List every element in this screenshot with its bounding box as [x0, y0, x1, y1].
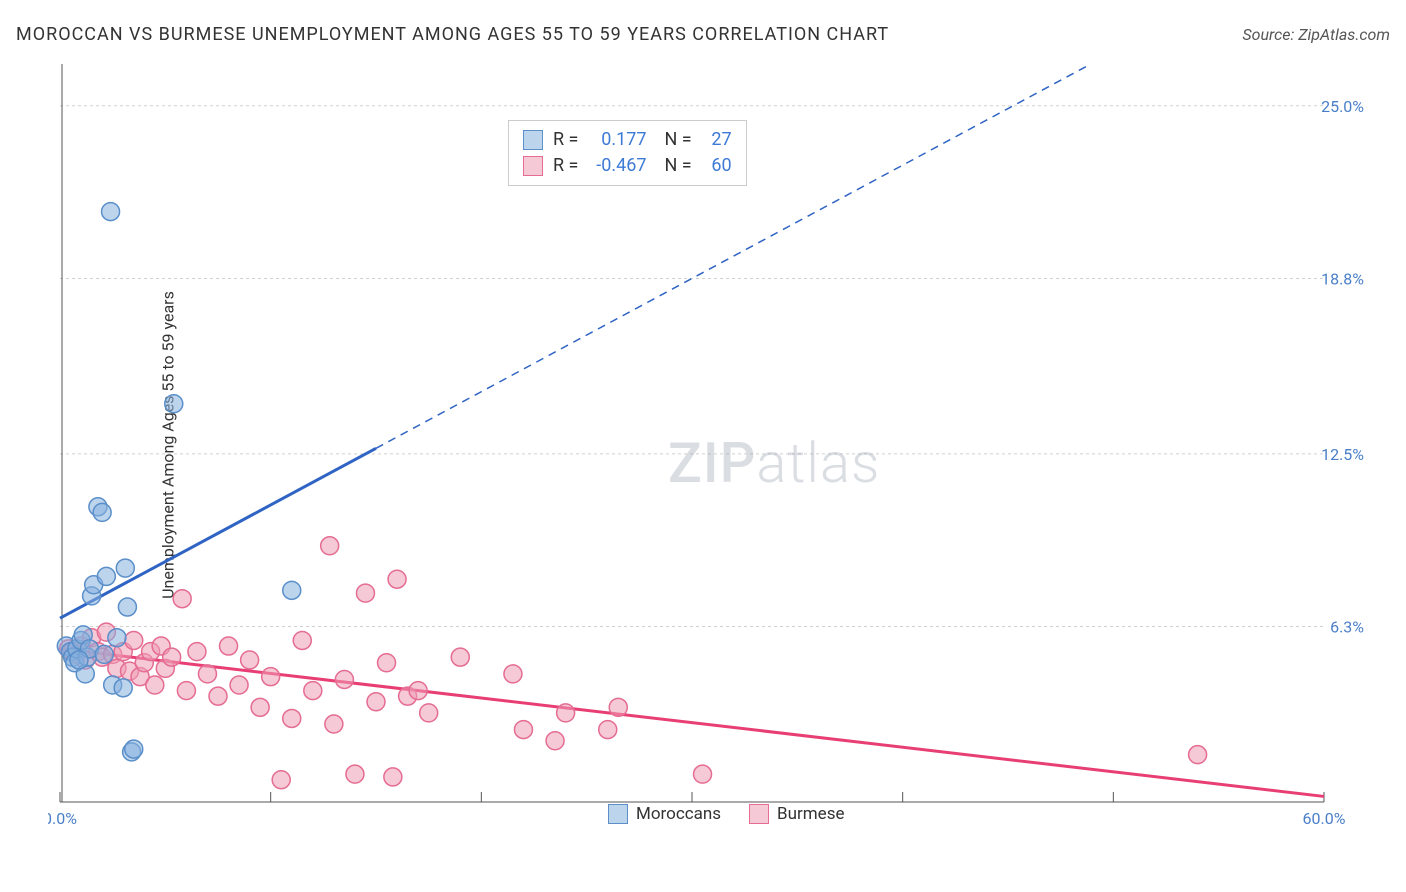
- source-credit: Source: ZipAtlas.com: [1242, 25, 1390, 44]
- legend-item-burmese: Burmese: [749, 804, 844, 824]
- svg-text:0.0%: 0.0%: [48, 809, 77, 828]
- svg-text:18.8%: 18.8%: [1321, 269, 1364, 288]
- swatch-moroccans: [523, 130, 543, 150]
- svg-text:25.0%: 25.0%: [1321, 97, 1364, 116]
- series-legend: Moroccans Burmese: [608, 804, 844, 824]
- svg-text:12.5%: 12.5%: [1321, 445, 1364, 464]
- svg-text:60.0%: 60.0%: [1303, 809, 1346, 828]
- legend-item-moroccans: Moroccans: [608, 804, 721, 824]
- stats-row-moroccans: R = 0.177 N = 27: [523, 127, 732, 153]
- swatch-moroccans-icon: [608, 804, 628, 824]
- correlation-stats-box: R = 0.177 N = 27 R = -0.467 N = 60: [508, 120, 747, 186]
- stats-row-burmese: R = -0.467 N = 60: [523, 153, 732, 179]
- svg-text:6.3%: 6.3%: [1330, 618, 1364, 637]
- swatch-burmese-icon: [749, 804, 769, 824]
- chart-title: MOROCCAN VS BURMESE UNEMPLOYMENT AMONG A…: [16, 24, 889, 45]
- scatter-chart: Unemployment Among Ages 55 to 59 years 6…: [48, 60, 1368, 830]
- swatch-burmese: [523, 156, 543, 176]
